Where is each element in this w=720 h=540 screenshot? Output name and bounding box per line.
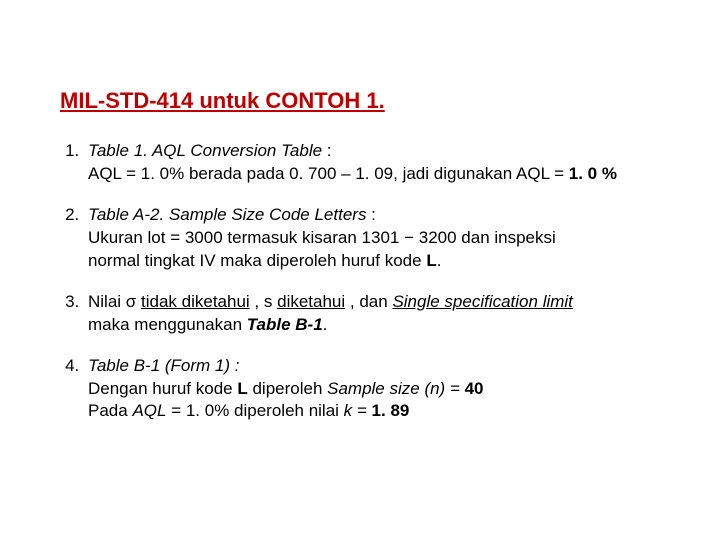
text: maka menggunakan <box>88 315 247 334</box>
text: Nilai σ <box>88 292 141 311</box>
list-item: Table 1. AQL Conversion Table : AQL = 1.… <box>84 140 670 186</box>
text: AQL = 1. 0% berada pada 0. 700 – 1. 09, … <box>88 164 569 183</box>
k-label: k = <box>344 401 372 420</box>
list-item: Table B-1 (Form 1) : Dengan huruf kode L… <box>84 355 670 424</box>
sample-size-label: Sample size (n) = <box>327 379 460 398</box>
text: . <box>323 315 328 334</box>
code-letter: L <box>426 251 436 270</box>
text: Dengan huruf kode <box>88 379 237 398</box>
underlined-text: diketahui <box>277 292 345 311</box>
table-reference: Table B-1 (Form 1) : <box>88 356 239 375</box>
specification-limit: Single specification limit <box>392 292 572 311</box>
underlined-text: tidak diketahui <box>141 292 250 311</box>
text: = 1. 0% diperoleh nilai <box>166 401 343 420</box>
numbered-list: Table 1. AQL Conversion Table : AQL = 1.… <box>60 140 670 423</box>
page-title: MIL-STD-414 untuk CONTOH 1. <box>60 88 670 114</box>
result-value: 1. 0 % <box>569 164 617 183</box>
list-item: Nilai σ tidak diketahui , s diketahui , … <box>84 291 670 337</box>
sample-size-value: 40 <box>460 379 484 398</box>
text: Ukuran lot = 3000 termasuk kisaran 1301 … <box>88 228 556 247</box>
aql-label: AQL <box>132 401 166 420</box>
slide-content: MIL-STD-414 untuk CONTOH 1. Table 1. AQL… <box>0 0 720 423</box>
table-reference: Table B-1 <box>247 315 323 334</box>
table-reference: Table 1. AQL Conversion Table <box>88 141 322 160</box>
text: , s <box>250 292 277 311</box>
text: : <box>322 141 331 160</box>
text: , dan <box>345 292 392 311</box>
text: diperoleh <box>248 379 327 398</box>
code-letter: L <box>237 379 247 398</box>
table-reference: Table A-2. Sample Size Code Letters <box>88 205 366 224</box>
text: . <box>437 251 442 270</box>
text: normal tingkat IV maka diperoleh huruf k… <box>88 251 426 270</box>
k-value: 1. 89 <box>372 401 410 420</box>
text: : <box>366 205 375 224</box>
list-item: Table A-2. Sample Size Code Letters : Uk… <box>84 204 670 273</box>
text: Pada <box>88 401 132 420</box>
